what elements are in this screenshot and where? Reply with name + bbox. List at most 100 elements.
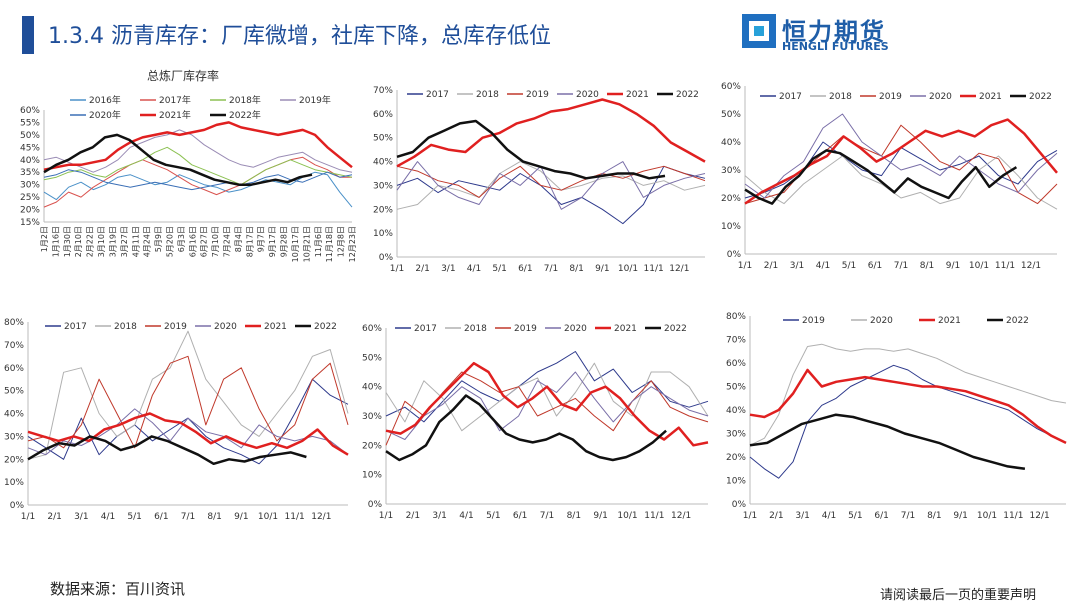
- x-tick-label: 4月11日: [131, 226, 140, 257]
- legend-label: 2020: [929, 92, 952, 102]
- x-tick-label: 2/1: [769, 511, 783, 521]
- y-tick-label: 50%: [373, 134, 393, 144]
- y-tick-label: 45%: [20, 143, 40, 153]
- x-tick-label: 4/1: [467, 264, 481, 274]
- x-tick-label: 2/1: [47, 512, 61, 522]
- x-tick-label: 5/1: [486, 511, 500, 521]
- y-tick-label: 60%: [4, 364, 24, 374]
- x-tick-label: 3/1: [432, 511, 446, 521]
- x-tick-label: 12/1: [669, 264, 689, 274]
- y-tick-label: 40%: [20, 156, 40, 166]
- x-tick-label: 5/1: [127, 512, 141, 522]
- y-tick-label: 40%: [373, 158, 393, 168]
- x-tick-label: 4月24日: [143, 226, 152, 257]
- y-tick-label: 20%: [20, 206, 40, 216]
- title-accent-bar: [22, 16, 34, 54]
- x-tick-label: 2月22日: [86, 226, 95, 257]
- legend-label: 2017: [426, 90, 449, 100]
- y-tick-label: 0%: [379, 253, 394, 263]
- x-tick-label: 7/1: [901, 511, 915, 521]
- y-tick-label: 40%: [4, 410, 24, 420]
- y-tick-label: 20%: [726, 453, 746, 463]
- y-tick-label: 30%: [20, 181, 40, 191]
- x-tick-label: 1月16日: [51, 226, 60, 257]
- x-tick-label: 10/1: [618, 264, 638, 274]
- x-tick-label: 9/1: [234, 512, 248, 522]
- series-line-2021: [27, 412, 349, 456]
- x-tick-label: 9/1: [946, 261, 960, 271]
- legend-label: 2020: [214, 322, 237, 332]
- y-tick-label: 30%: [721, 166, 741, 176]
- y-tick-label: 50%: [362, 353, 382, 363]
- legend-label: 2021: [614, 324, 637, 334]
- y-tick-label: 30%: [373, 181, 393, 191]
- x-tick-label: 7/1: [544, 264, 558, 274]
- x-tick-label: 12月23日: [348, 226, 357, 262]
- x-tick-label: 1/1: [379, 511, 393, 521]
- x-tick-label: 7/1: [894, 261, 908, 271]
- series-line-2019: [43, 129, 353, 173]
- series-line-2017: [396, 165, 706, 225]
- series-line-2020: [43, 169, 353, 191]
- legend-label: 2019: [879, 92, 902, 102]
- x-tick-label: 12/1: [1030, 511, 1050, 521]
- y-tick-label: 30%: [4, 432, 24, 442]
- x-tick-label: 4/1: [101, 512, 115, 522]
- series-line-2021: [744, 118, 1058, 205]
- y-tick-label: 40%: [726, 406, 746, 416]
- series-line-2021: [749, 368, 1067, 445]
- y-tick-label: 35%: [20, 168, 40, 178]
- legend-label: 2022: [676, 90, 699, 100]
- series-line-2017: [43, 156, 352, 208]
- series-line-2020: [396, 161, 706, 210]
- y-tick-label: 60%: [373, 110, 393, 120]
- x-tick-label: 10/1: [969, 261, 989, 271]
- y-tick-label: 50%: [721, 110, 741, 120]
- y-tick-label: 40%: [362, 383, 382, 393]
- y-tick-label: 50%: [726, 383, 746, 393]
- series-line-2021: [385, 361, 709, 447]
- chart-refinery-inventory: 总炼厂库存率 15% 20% 25% 30% 35% 40% 45% 50% 55% 60% 1月2日…: [20, 68, 357, 262]
- y-tick-label: 10%: [373, 229, 393, 239]
- chart-panel-3: 0% 10% 20% 30% 40% 50% 60% 1/1 2/1 3/1 4/1 5/1 6/1 7/…: [721, 82, 1058, 271]
- x-tick-label: 6月27日: [200, 226, 209, 257]
- x-tick-label: 6/1: [868, 261, 882, 271]
- x-tick-label: 5月9日: [154, 226, 163, 252]
- y-tick-label: 60%: [721, 82, 741, 92]
- series-line-2018: [43, 146, 353, 186]
- x-tick-label: 2月10日: [74, 226, 83, 257]
- x-tick-label: 9月7日: [257, 226, 266, 252]
- x-tick-label: 1/1: [390, 264, 404, 274]
- x-tick-label: 3/1: [790, 261, 804, 271]
- disclaimer-note: 请阅读最后一页的重要声明: [880, 588, 1037, 603]
- series-line-2021: [43, 121, 353, 171]
- x-tick-label: 5/1: [492, 264, 506, 274]
- legend-label: 2022年: [229, 109, 261, 121]
- x-tick-label: 11/1: [644, 264, 664, 274]
- legend-label: 2020年: [89, 109, 121, 121]
- legend-label: 2020: [870, 316, 893, 326]
- series-line-2022: [27, 435, 307, 466]
- x-tick-label: 8/1: [927, 511, 941, 521]
- series-line-2016: [43, 171, 353, 208]
- x-tick-label: 3/1: [74, 512, 88, 522]
- legend-label: 2022: [1006, 316, 1029, 326]
- x-tick-label: 10月21日: [302, 226, 311, 262]
- logo-text-en: HENGLI FUTURES: [782, 40, 889, 53]
- x-tick-label: 8/1: [207, 512, 221, 522]
- series-line-2022: [385, 394, 667, 462]
- x-tick-label: 9月28日: [280, 226, 289, 257]
- series-line-2019: [27, 355, 349, 449]
- x-tick-label: 10/1: [258, 512, 278, 522]
- y-tick-label: 50%: [4, 387, 24, 397]
- x-tick-label: 6/1: [874, 511, 888, 521]
- y-tick-label: 50%: [20, 131, 40, 141]
- y-tick-label: 0%: [368, 500, 383, 510]
- y-tick-label: 40%: [721, 138, 741, 148]
- legend-label: 2017: [64, 322, 87, 332]
- chart-panel-6: 0% 10% 20% 30% 40% 50% 60% 70% 80% 1/1 2/1 3/1 4/1 5/…: [726, 312, 1067, 521]
- x-tick-label: 12/1: [311, 512, 331, 522]
- x-tick-label: 8月4日: [234, 226, 243, 252]
- y-tick-label: 20%: [362, 441, 382, 451]
- x-tick-label: 7/1: [181, 512, 195, 522]
